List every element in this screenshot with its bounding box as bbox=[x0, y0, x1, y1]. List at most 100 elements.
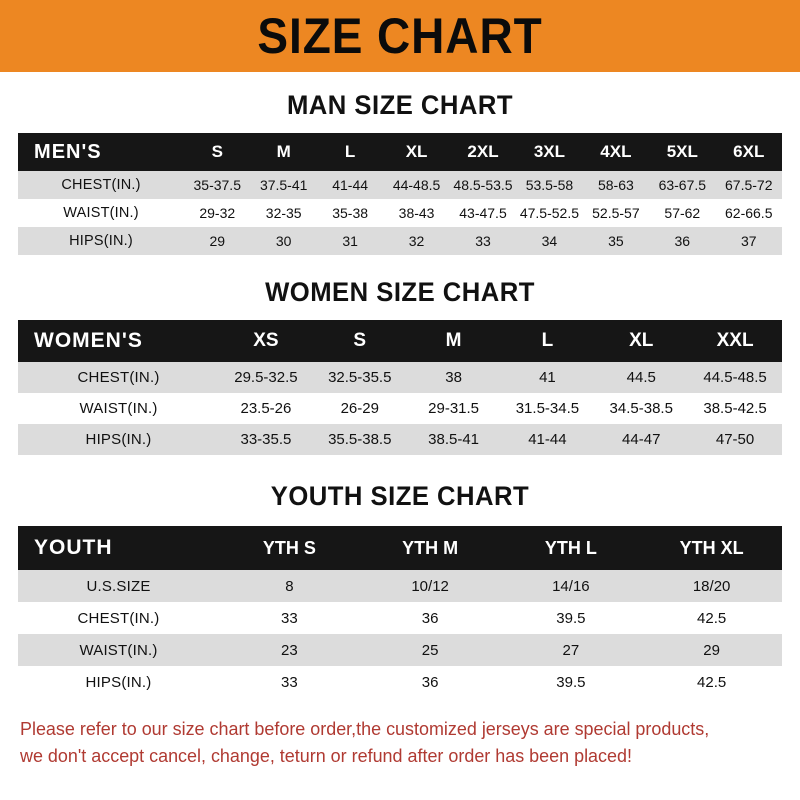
youth-cell: 42.5 bbox=[697, 609, 727, 627]
men-cell: 67.5-72 bbox=[725, 177, 773, 193]
table-row: HIPS(IN.) 33 36 39.5 42.5 bbox=[18, 666, 782, 698]
women-header-label: WOMEN'S bbox=[34, 329, 143, 352]
men-cell: 29 bbox=[209, 233, 226, 249]
women-cell: 32.5-35.5 bbox=[328, 369, 392, 386]
banner: SIZE CHART bbox=[0, 0, 800, 72]
women-column-header: M bbox=[445, 330, 462, 351]
youth-cell: 36 bbox=[421, 673, 439, 691]
men-cell: 37 bbox=[740, 233, 757, 249]
men-cell: 32-35 bbox=[265, 205, 302, 221]
women-row-label: WAIST(IN.) bbox=[79, 400, 158, 417]
youth-cell: 42.5 bbox=[697, 673, 727, 691]
men-cell: 48.5-53.5 bbox=[453, 177, 513, 193]
youth-row-label: HIPS(IN.) bbox=[85, 673, 152, 691]
table-row: U.S.SIZE 8 10/12 14/16 18/20 bbox=[18, 570, 782, 602]
men-cell: 57-62 bbox=[664, 205, 701, 221]
men-cell: 52.5-57 bbox=[592, 205, 640, 221]
women-cell: 33-35.5 bbox=[240, 431, 292, 448]
table-row: HIPS(IN.) 33-35.5 35.5-38.5 38.5-41 41-44 44-… bbox=[18, 424, 782, 455]
men-cell: 32 bbox=[408, 233, 425, 249]
youth-cell: 8 bbox=[285, 577, 294, 595]
footer-line-1: Please refer to our size chart before or… bbox=[20, 718, 710, 739]
youth-header-label: YOUTH bbox=[34, 536, 113, 559]
women-column-header: S bbox=[353, 330, 367, 351]
men-cell: 30 bbox=[275, 233, 292, 249]
men-column-header: M bbox=[276, 142, 291, 161]
women-column-header: L bbox=[541, 330, 554, 351]
youth-cell: 10/12 bbox=[411, 577, 449, 595]
women-cell: 44.5-48.5 bbox=[703, 369, 767, 386]
men-column-header: 4XL bbox=[600, 142, 632, 161]
table-row: WAIST(IN.) 23.5-26 26-29 29-31.5 31.5-34.5 34… bbox=[18, 393, 782, 424]
men-cell: 36 bbox=[674, 233, 691, 249]
women-column-header: XL bbox=[629, 330, 654, 351]
women-cell: 47-50 bbox=[715, 431, 755, 448]
men-column-header: 3XL bbox=[533, 142, 566, 161]
youth-cell: 33 bbox=[281, 609, 298, 627]
men-cell: 35 bbox=[608, 233, 624, 249]
men-section-title: MAN SIZE CHART bbox=[286, 90, 514, 120]
youth-column-header: YTH S bbox=[262, 537, 316, 558]
women-table-body: WOMEN'S XS S M L XL XXL CHEST(IN.) 29.5-32.5 32.5… bbox=[18, 320, 782, 455]
youth-size-table: YOUTH YTH S YTH M YTH L YTH XL U.S.SIZE 8 10/12… bbox=[18, 526, 782, 698]
men-cell: 38-43 bbox=[398, 205, 435, 221]
men-column-header: 6XL bbox=[733, 142, 765, 161]
women-cell: 38.5-42.5 bbox=[703, 400, 767, 417]
men-column-header: 5XL bbox=[666, 142, 698, 161]
footer-line-2: we don't accept cancel, change, teturn o… bbox=[20, 744, 632, 766]
youth-row-label: U.S.SIZE bbox=[86, 577, 151, 595]
youth-column-header: YTH L bbox=[544, 537, 597, 558]
men-cell: 37.5-41 bbox=[259, 177, 308, 193]
women-cell: 38 bbox=[445, 369, 462, 386]
page-title: SIZE CHART bbox=[257, 8, 543, 64]
youth-header-row: YOUTH YTH S YTH M YTH L YTH XL bbox=[18, 526, 782, 570]
youth-row-label: CHEST(IN.) bbox=[77, 609, 160, 627]
table-row: CHEST(IN.) 35-37.5 37.5-41 41-44 44-48.5 48.5… bbox=[18, 171, 782, 199]
women-cell: 23.5-26 bbox=[240, 400, 292, 417]
footer-disclaimer: Please refer to our size chart before or… bbox=[20, 716, 757, 770]
women-row-label: CHEST(IN.) bbox=[77, 369, 160, 386]
men-column-header: 2XL bbox=[467, 142, 499, 161]
youth-cell: 29 bbox=[703, 641, 720, 659]
women-cell: 38.5-41 bbox=[428, 431, 480, 448]
youth-section: YOUTH SIZE CHART YOUTH YTH S YTH M YTH L YTH… bbox=[0, 481, 800, 698]
women-cell: 35.5-38.5 bbox=[328, 431, 392, 448]
men-cell: 63-67.5 bbox=[658, 177, 707, 193]
men-cell: 33 bbox=[475, 233, 491, 249]
women-column-header: XS bbox=[253, 330, 279, 351]
women-cell: 29.5-32.5 bbox=[234, 369, 298, 386]
table-row: CHEST(IN.) 29.5-32.5 32.5-35.5 38 41 44.5 44.5… bbox=[18, 362, 782, 393]
youth-column-header: YTH XL bbox=[679, 537, 744, 558]
women-cell: 41-44 bbox=[528, 431, 567, 448]
women-cell: 26-29 bbox=[340, 400, 379, 417]
men-row-label: WAIST(IN.) bbox=[63, 205, 139, 221]
table-row: CHEST(IN.) 33 36 39.5 42.5 bbox=[18, 602, 782, 634]
women-cell: 41 bbox=[539, 369, 556, 386]
men-column-header: S bbox=[211, 142, 223, 161]
men-cell: 44-48.5 bbox=[392, 177, 441, 193]
men-column-header: XL bbox=[405, 142, 428, 161]
women-cell: 29-31.5 bbox=[428, 400, 480, 417]
women-cell: 34.5-38.5 bbox=[609, 400, 673, 417]
men-cell: 31 bbox=[342, 233, 358, 249]
youth-cell: 25 bbox=[421, 641, 439, 659]
men-row-label: HIPS(IN.) bbox=[69, 233, 133, 249]
youth-cell: 39.5 bbox=[556, 609, 586, 627]
youth-cell: 33 bbox=[281, 673, 298, 691]
youth-cell: 39.5 bbox=[556, 673, 586, 691]
youth-cell: 27 bbox=[562, 641, 580, 659]
youth-cell: 14/16 bbox=[552, 577, 590, 595]
men-cell: 47.5-52.5 bbox=[519, 205, 580, 221]
men-cell: 53.5-58 bbox=[525, 177, 574, 193]
men-cell: 35-38 bbox=[332, 205, 369, 221]
table-row: WAIST(IN.) 23 25 27 29 bbox=[18, 634, 782, 666]
women-size-table: WOMEN'S XS S M L XL XXL CHEST(IN.) 29.5-32.5 32.5… bbox=[18, 320, 782, 455]
men-cell: 34 bbox=[541, 233, 558, 249]
men-cell: 29-32 bbox=[199, 205, 236, 221]
youth-cell: 23 bbox=[281, 641, 298, 659]
youth-cell: 36 bbox=[421, 609, 439, 627]
youth-cell: 18/20 bbox=[692, 577, 731, 595]
women-header-row: WOMEN'S XS S M L XL XXL bbox=[18, 320, 782, 362]
table-row: WAIST(IN.) 29-32 32-35 35-38 38-43 43-47.5 47.… bbox=[18, 199, 782, 227]
